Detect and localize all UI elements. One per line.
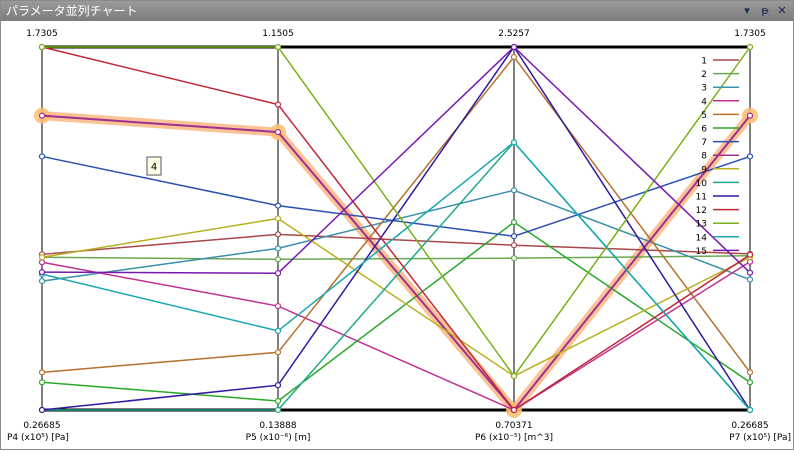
series-line-2[interactable] [41,255,751,261]
data-point-13[interactable] [38,43,46,51]
data-point-13[interactable] [746,43,754,51]
axis-min-label: 0.26685 [23,421,60,431]
data-point-4[interactable] [38,259,46,266]
axis-title: P4 (x10⁵) [Pa] [7,433,69,443]
legend-label: 2 [701,70,707,80]
series-line-9[interactable] [41,217,751,377]
series-line-15[interactable] [41,45,751,274]
data-point-7[interactable] [274,202,282,209]
data-point-15[interactable] [510,43,518,51]
data-point-15[interactable] [38,269,46,276]
legend-label: 6 [701,125,707,135]
axis-max-label: 2.5257 [498,29,530,39]
data-point-12[interactable] [510,406,518,414]
data-point-9[interactable] [38,254,46,261]
series-line-8[interactable] [41,114,751,412]
data-point-4[interactable] [274,302,282,310]
data-point-6[interactable] [274,397,282,405]
data-point-6[interactable] [38,379,46,386]
series-line-3[interactable] [41,189,751,282]
data-point-7[interactable] [746,153,754,160]
data-point-2[interactable] [274,256,282,263]
data-point-12[interactable] [746,251,754,258]
legend-label: 13 [696,220,707,230]
data-point-2[interactable] [510,255,518,262]
data-point-5[interactable] [274,349,282,356]
title-bar: パラメータ並列チャート ▾ ᵽ ✕ [1,1,793,21]
series-line-11[interactable] [41,45,751,411]
data-point-13[interactable] [510,372,518,380]
legend-label: 9 [701,165,707,175]
legend-label: 7 [701,138,707,148]
legend-label: 10 [696,179,708,189]
axis-title: P5 (x10⁻⁶) [m] [246,433,311,443]
axis-max-label: 1.7305 [734,29,766,39]
tooltip-box [146,156,162,176]
axis-max-label: 1.1505 [262,29,294,39]
axis-min-label: 0.26685 [731,421,768,431]
data-point-11[interactable] [274,382,282,389]
axis-max-label: 1.7305 [26,29,58,39]
data-point-8[interactable] [274,128,282,136]
data-point-15[interactable] [746,269,754,276]
legend-label: 3 [701,84,707,94]
window-title: パラメータ並列チャート [6,4,138,18]
data-point-3[interactable] [38,277,46,285]
axis-min-label: 0.70371 [495,421,532,431]
data-point-6[interactable] [746,379,754,386]
series-line-12[interactable] [41,46,751,412]
data-point-14[interactable] [510,139,518,146]
data-point-7[interactable] [510,233,518,240]
data-point-5[interactable] [38,369,46,376]
data-point-11[interactable] [38,406,46,414]
data-point-9[interactable] [274,215,282,222]
data-point-5[interactable] [510,53,518,61]
series-line-14[interactable] [41,141,751,411]
legend-label: 5 [701,111,707,121]
legend-label: 4 [701,97,707,107]
series-line-6[interactable] [41,221,751,402]
data-point-12[interactable] [274,101,282,108]
legend-label: 1 [701,57,707,67]
series-line-10[interactable] [41,141,751,411]
plot-area: 1.7305 0.26685 P4 (x10⁵) [Pa] 1.1505 0.13888… [1,21,793,449]
data-point-3[interactable] [746,276,754,283]
legend-label: 11 [696,193,707,203]
data-point-14[interactable] [746,406,754,414]
axis-min-label: 0.13888 [259,421,296,431]
data-point-1[interactable] [274,231,282,238]
chevron-down-icon[interactable]: ▾ [744,4,750,17]
series-line-1[interactable] [41,233,751,256]
tooltip-label: 4 [151,162,157,173]
series-line-5[interactable] [41,55,751,374]
data-point-5[interactable] [746,369,754,376]
series-line-4[interactable] [41,261,751,411]
close-icon[interactable]: ✕ [777,4,787,17]
data-point-7[interactable] [38,153,46,160]
data-point-6[interactable] [510,219,518,226]
data-point-3[interactable] [510,187,518,194]
data-point-10[interactable] [274,406,282,414]
data-point-15[interactable] [274,270,282,277]
legend-label: 12 [696,206,707,216]
parallel-chart[interactable]: 1.7305 0.26685 P4 (x10⁵) [Pa] 1.1505 0.13888… [1,21,793,449]
data-point-8[interactable] [746,112,754,119]
series-line-13[interactable] [42,46,751,378]
axis-title: P7 (x10⁵) [Pa] [729,433,791,443]
legend-label: 15 [696,247,707,257]
legend-label: 14 [696,233,708,243]
data-point-8[interactable] [38,112,46,119]
axis-title: P6 (x10⁻⁵) [m^3] [475,433,553,443]
data-point-13[interactable] [274,43,282,51]
series-line-7[interactable] [41,155,751,237]
data-point-3[interactable] [274,245,282,252]
data-point-1[interactable] [510,242,518,249]
pin-icon[interactable]: ᵽ [761,4,769,17]
data-point-14[interactable] [274,327,282,335]
legend-label: 8 [701,152,707,162]
